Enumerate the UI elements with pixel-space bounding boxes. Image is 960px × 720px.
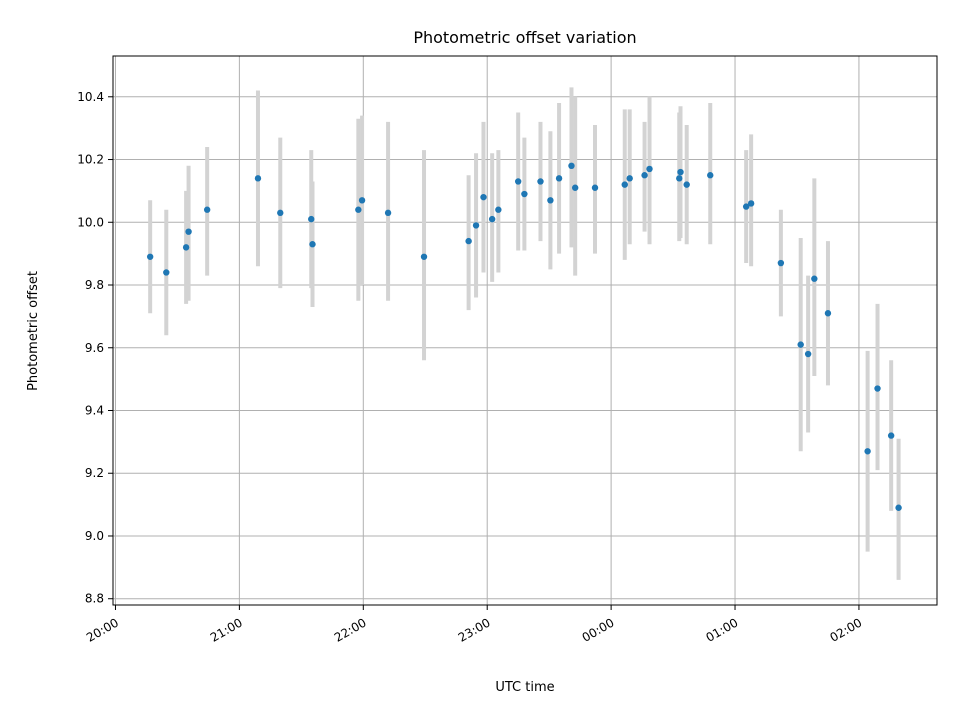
- data-point: [797, 341, 804, 348]
- data-point: [495, 206, 502, 213]
- data-point: [163, 269, 170, 276]
- data-point: [677, 168, 684, 176]
- y-tick-label: 9.4: [85, 403, 104, 417]
- data-point: [309, 241, 316, 248]
- data-point: [895, 504, 902, 511]
- data-point: [384, 209, 392, 217]
- data-point: [521, 190, 528, 198]
- y-tick-label: 8.8: [85, 592, 104, 606]
- data-point: [707, 172, 714, 179]
- data-point: [747, 200, 755, 207]
- data-point: [465, 237, 472, 245]
- data-point: [874, 385, 881, 392]
- data-point: [472, 222, 480, 229]
- data-point: [537, 178, 544, 185]
- data-point: [641, 172, 648, 179]
- y-tick-label: 9.8: [85, 278, 104, 292]
- data-point: [804, 350, 812, 358]
- chart-title: Photometric offset variation: [413, 28, 636, 47]
- y-tick-label: 10.4: [77, 90, 104, 104]
- data-point: [547, 197, 554, 204]
- data-point: [420, 253, 428, 260]
- data-point: [358, 197, 366, 204]
- data-point: [555, 175, 563, 182]
- data-point: [864, 448, 871, 455]
- data-point: [571, 184, 579, 191]
- data-point: [683, 181, 690, 188]
- data-point: [254, 175, 262, 182]
- y-tick-label: 10.0: [77, 215, 104, 229]
- data-point: [646, 165, 653, 173]
- data-point: [777, 259, 785, 267]
- data-point: [887, 432, 895, 439]
- y-axis-label: Photometric offset: [26, 271, 41, 391]
- data-point: [626, 175, 633, 182]
- y-tick-label: 9.0: [85, 529, 104, 543]
- data-point: [308, 215, 315, 223]
- plot-frame: [112, 55, 938, 606]
- y-tick-label: 10.2: [77, 153, 104, 167]
- data-point: [824, 310, 832, 317]
- data-point: [591, 184, 599, 191]
- y-tick-label: 9.2: [85, 466, 104, 480]
- data-point: [742, 203, 750, 210]
- data-point: [811, 275, 818, 282]
- data-point: [676, 175, 683, 182]
- data-point: [277, 209, 284, 217]
- data-point: [185, 228, 192, 235]
- data-point: [568, 162, 575, 169]
- data-points: [146, 162, 902, 511]
- data-point: [203, 206, 211, 213]
- data-point: [146, 253, 154, 260]
- data-point: [621, 181, 628, 188]
- data-point: [488, 215, 496, 223]
- data-point: [355, 206, 362, 213]
- data-point: [480, 193, 487, 201]
- data-point: [182, 244, 190, 251]
- x-axis-label: UTC time: [495, 680, 554, 695]
- data-point: [514, 178, 522, 185]
- y-tick-label: 9.6: [85, 341, 104, 355]
